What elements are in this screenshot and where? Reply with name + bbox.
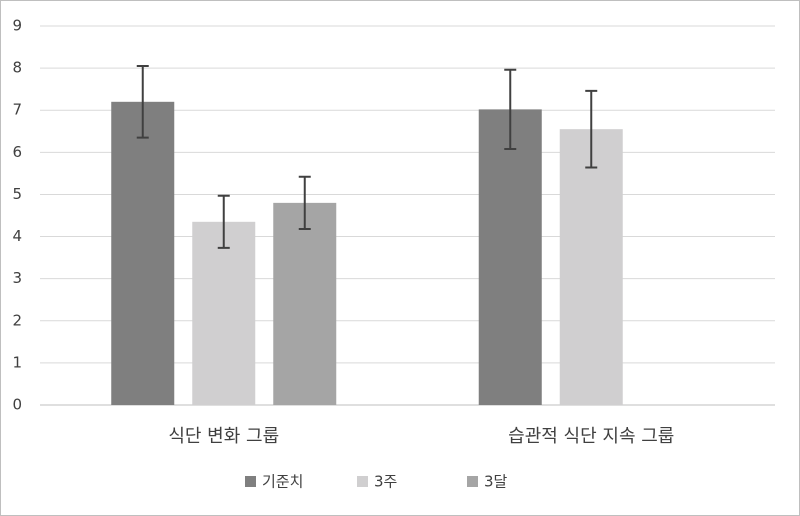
bar	[111, 101, 175, 406]
error-bar	[136, 65, 149, 139]
legend-label: 3주	[374, 473, 397, 491]
legend-label: 기준치	[262, 473, 303, 491]
legend-swatch	[467, 476, 478, 487]
bar	[559, 129, 623, 405]
bar	[192, 221, 256, 405]
error-bar	[217, 194, 230, 249]
y-tick-label: 3	[12, 269, 22, 287]
error-bar	[298, 175, 311, 230]
y-tick-label: 2	[12, 311, 22, 329]
y-tick-label: 9	[12, 17, 22, 35]
y-tick-label: 1	[12, 353, 22, 371]
y-tick-label: 7	[12, 101, 22, 119]
x-tick-label: 식단 변화 그룹	[168, 426, 279, 447]
bar	[478, 109, 542, 405]
y-tick-label: 8	[12, 59, 22, 77]
bar	[273, 202, 337, 405]
y-tick-label: 5	[12, 185, 22, 203]
x-tick-label: 습관적 식단 지속 그룹	[508, 426, 674, 447]
y-tick-label: 0	[12, 396, 22, 414]
legend-label: 3달	[484, 473, 508, 491]
legend-swatch	[245, 476, 256, 487]
legend-swatch	[357, 476, 368, 487]
y-tick-label: 4	[12, 227, 22, 245]
y-tick-label: 6	[12, 143, 22, 161]
error-bar	[504, 68, 517, 150]
error-bar	[585, 89, 598, 169]
